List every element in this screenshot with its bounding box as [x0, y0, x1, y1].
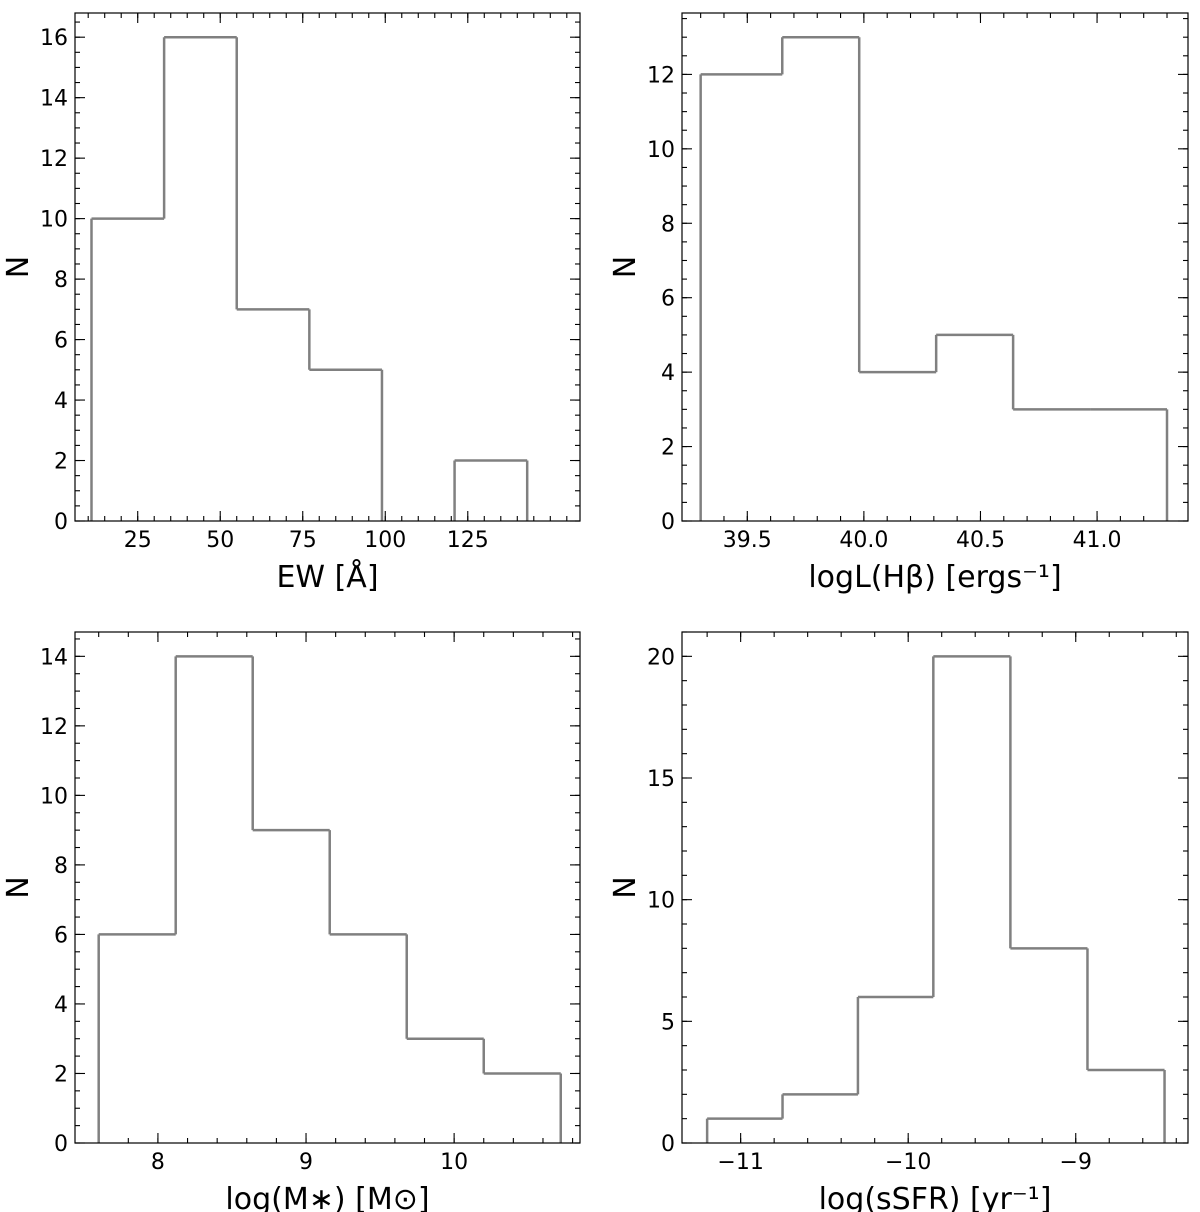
x-tick-label: 100: [364, 528, 406, 553]
y-tick-label: 10: [40, 208, 68, 233]
y-tick-label: 10: [647, 138, 675, 163]
y-tick-label: 0: [661, 510, 675, 535]
y-tick-label: 8: [54, 268, 68, 293]
x-tick-label: −11: [717, 1150, 763, 1175]
histogram-bar: [236, 308, 311, 370]
histogram-bar: [252, 828, 331, 935]
y-tick-label: 2: [54, 450, 68, 475]
histogram-bar: [453, 459, 529, 521]
y-tick-label: 2: [661, 436, 675, 461]
y-tick-label: 20: [647, 645, 675, 670]
axes-frame: [74, 12, 581, 522]
histogram-bar: [781, 35, 861, 373]
x-tick-label: 50: [206, 528, 234, 553]
y-tick-label: 6: [54, 923, 68, 948]
y-tick-label: 8: [54, 854, 68, 879]
x-tick-label: 40.0: [839, 528, 888, 553]
y-axis-label: N: [1, 876, 36, 898]
histogram-bar: [329, 933, 408, 1039]
histogram-bar: [705, 1117, 783, 1143]
x-tick-label: −10: [885, 1150, 931, 1175]
histogram-bar: [483, 1072, 562, 1143]
y-tick-label: 0: [661, 1132, 675, 1157]
y-tick-label: 10: [40, 784, 68, 809]
y-tick-label: 4: [54, 389, 68, 414]
y-tick-label: 4: [661, 361, 675, 386]
x-tick-label: 25: [124, 528, 152, 553]
x-tick-label: 40.5: [956, 528, 1005, 553]
y-axis-label: N: [1, 256, 36, 278]
histogram-bar: [174, 655, 254, 935]
y-tick-label: 8: [661, 212, 675, 237]
y-axis-label: N: [608, 256, 643, 278]
histogram-bar: [932, 655, 1012, 997]
x-tick-label: 41.0: [1073, 528, 1122, 553]
y-tick-label: 15: [647, 767, 675, 792]
y-tick-label: 12: [40, 147, 68, 172]
axes-frame: [74, 631, 581, 1144]
y-axis-label: N: [608, 876, 643, 898]
histogram-bar: [90, 217, 165, 521]
y-tick-label: 14: [40, 645, 68, 670]
y-tick-label: 4: [54, 993, 68, 1018]
x-tick-label: 125: [447, 528, 489, 553]
histogram-bar: [406, 1037, 485, 1074]
y-tick-label: 2: [54, 1062, 68, 1087]
histogram-panel-ssfr: −11 −10 −9 0 5 10 15 20 log(sSFR) [yr⁻¹] N: [608, 631, 1189, 1212]
histogram-bar: [1087, 1068, 1166, 1143]
y-tick-label: 5: [661, 1010, 675, 1035]
histogram-panel-hbeta: 39.5 40.0 40.5 41.0 0 2 4 6 8 10 12 logL(Hβ) [ergs⁻…: [608, 12, 1189, 595]
y-tick-label: 10: [647, 889, 675, 914]
histogram-bar: [699, 73, 783, 521]
y-tick-label: 16: [40, 26, 68, 51]
x-axis-label: EW [Å]: [276, 559, 378, 595]
histogram-bar: [162, 35, 238, 310]
x-tick-label: 75: [289, 528, 317, 553]
histogram-bar: [781, 1093, 858, 1119]
y-tick-label: 0: [54, 1132, 68, 1157]
histogram-bar: [856, 995, 934, 1095]
histogram-bar: [1010, 947, 1089, 1070]
y-tick-label: 12: [647, 63, 675, 88]
histogram-bar: [309, 368, 384, 521]
x-tick-label: 9: [299, 1150, 313, 1175]
histogram-panel-ew: 25 50 75 100 125 0 2 4 6 8 10 12 14 16 EW [Å] N: [1, 12, 581, 595]
x-axis-label: log(M∗) [M⊙]: [225, 1182, 429, 1212]
x-tick-label: 39.5: [723, 528, 772, 553]
x-axis-label: log(sSFR) [yr⁻¹]: [819, 1182, 1052, 1212]
y-tick-label: 6: [661, 287, 675, 312]
axes-frame: [681, 631, 1189, 1144]
histogram-bar: [934, 333, 1015, 410]
histogram-bar: [97, 933, 176, 1143]
y-tick-label: 0: [54, 510, 68, 535]
axes-frame: [681, 12, 1189, 522]
histogram-bar: [1090, 408, 1169, 521]
y-tick-label: 14: [40, 87, 68, 112]
x-tick-label: 10: [440, 1150, 468, 1175]
y-tick-label: 12: [40, 715, 68, 740]
x-tick-label: 8: [151, 1150, 165, 1175]
histogram-panel-mass: 8 9 10 0 2 4 6 8 10 12 14 log(M∗) [M⊙] N: [1, 631, 581, 1212]
y-tick-label: 6: [54, 329, 68, 354]
x-tick-label: −9: [1060, 1150, 1092, 1175]
x-axis-label: logL(Hβ) [ergs⁻¹]: [808, 560, 1061, 595]
